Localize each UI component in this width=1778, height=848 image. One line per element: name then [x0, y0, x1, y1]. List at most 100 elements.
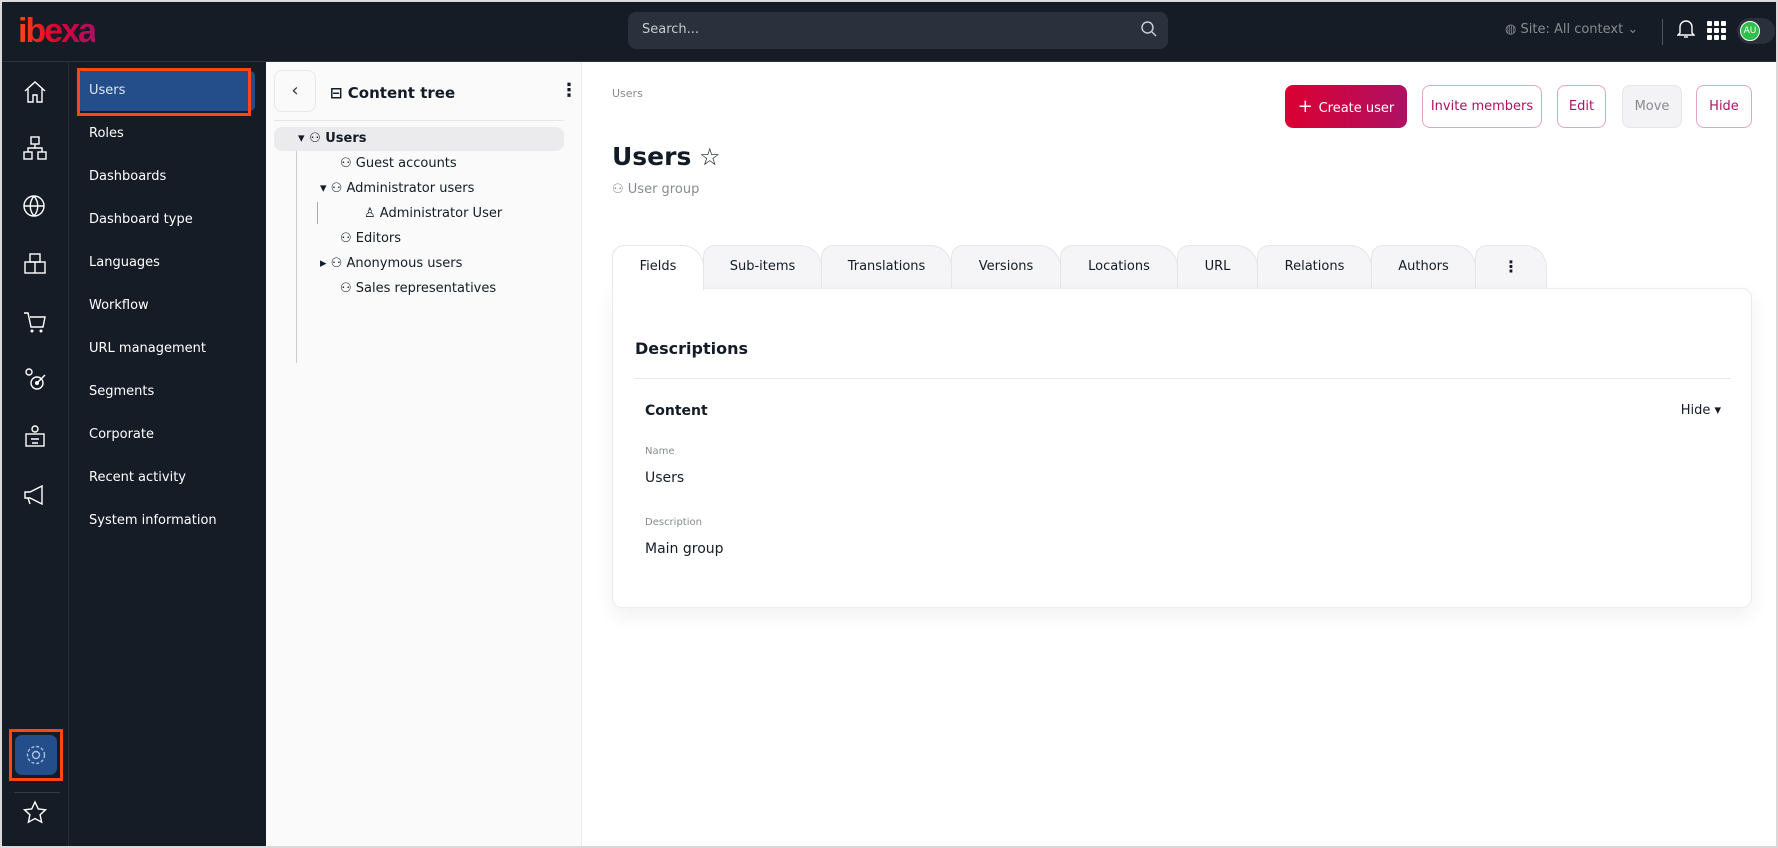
- caret-right-icon[interactable]: ▸: [320, 256, 331, 271]
- chevron-left-icon: ‹: [291, 80, 299, 101]
- tab-sub-items[interactable]: Sub-items: [703, 245, 822, 289]
- tree-guide-line: [317, 202, 318, 224]
- user-group-icon: ⚇: [340, 231, 356, 246]
- tree-node-sales-representatives[interactable]: ⚇ Sales representatives: [340, 277, 496, 301]
- megaphone-icon[interactable]: [20, 480, 50, 510]
- tree-title-text: Content tree: [347, 84, 456, 102]
- menu-item-languages[interactable]: Languages: [89, 255, 160, 270]
- user-group-icon: ⚇: [340, 156, 356, 171]
- user-group-icon: ⚇: [330, 181, 347, 196]
- user-menu[interactable]: AU: [1737, 18, 1775, 44]
- caret-down-icon[interactable]: ▾: [320, 181, 331, 196]
- menu-item-recent-activity[interactable]: Recent activity: [89, 470, 186, 485]
- targeting-icon[interactable]: [20, 365, 50, 395]
- content-type: ⚇ User group: [612, 182, 699, 197]
- section-title: Descriptions: [635, 339, 749, 358]
- toggle-group-button[interactable]: Hide ▾: [1681, 403, 1721, 418]
- move-button[interactable]: Move: [1622, 85, 1682, 128]
- customer-icon[interactable]: [20, 422, 50, 452]
- collapse-tree-button[interactable]: ‹: [274, 70, 316, 112]
- fields-card: Descriptions Content Hide ▾ Name Users D…: [612, 288, 1752, 608]
- globe-icon[interactable]: [20, 192, 50, 222]
- divider: [1662, 19, 1663, 45]
- tree-node-label: Administrator User: [379, 206, 503, 221]
- button-label: Create user: [1318, 101, 1395, 116]
- tab-relations[interactable]: Relations: [1257, 245, 1372, 289]
- divider: [274, 120, 564, 121]
- search-icon[interactable]: [1140, 20, 1158, 38]
- menu-item-dashboards[interactable]: Dashboards: [89, 169, 167, 184]
- menu-item-corporate[interactable]: Corporate: [89, 427, 154, 442]
- tab-versions[interactable]: Versions: [951, 245, 1061, 289]
- edit-button[interactable]: Edit: [1557, 85, 1606, 128]
- star-icon[interactable]: ☆: [691, 143, 721, 171]
- content-type-label: User group: [627, 182, 700, 197]
- breadcrumb[interactable]: Users: [612, 87, 643, 100]
- tree-node-label: Sales representatives: [355, 281, 497, 296]
- top-bar: ibexa Search... ◍ Site: All context ⌄ AU: [2, 2, 1776, 62]
- chevron-down-icon: ⌄: [1623, 22, 1639, 37]
- invite-members-button[interactable]: Invite members: [1422, 85, 1542, 128]
- star-icon[interactable]: [20, 798, 50, 828]
- tree-node-guest-accounts[interactable]: ⚇ Guest accounts: [340, 152, 457, 176]
- tree-node-label: Anonymous users: [346, 256, 463, 271]
- field-value: Users: [645, 470, 685, 486]
- menu-item-segments[interactable]: Segments: [89, 384, 155, 399]
- group-title: Content: [645, 403, 708, 419]
- bell-icon[interactable]: [1677, 19, 1695, 39]
- tree-node-administrator-users[interactable]: ▾ ⚇ Administrator users: [320, 177, 474, 201]
- tree-node-editors[interactable]: ⚇ Editors: [340, 227, 401, 251]
- highlight-box: [9, 729, 63, 781]
- more-tabs-button[interactable]: ⋮: [1475, 245, 1547, 289]
- user-group-icon: ⚇: [340, 281, 356, 296]
- create-user-button[interactable]: + Create user: [1285, 85, 1407, 128]
- search-input[interactable]: Search...: [628, 12, 1168, 49]
- main-content: Users Users ☆ ⚇ User group + Create user…: [582, 62, 1776, 846]
- apps-grid-icon[interactable]: [1707, 21, 1726, 40]
- menu-item-dashboard-type[interactable]: Dashboard type: [89, 212, 193, 227]
- ibexa-logo[interactable]: ibexa: [18, 12, 97, 50]
- user-group-icon: ⚇: [612, 182, 628, 197]
- home-icon[interactable]: [20, 77, 50, 107]
- hide-button[interactable]: Hide: [1696, 85, 1752, 128]
- settings-button[interactable]: [15, 735, 57, 775]
- tab-translations[interactable]: Translations: [821, 245, 952, 289]
- divider: [635, 378, 1731, 379]
- tab-authors[interactable]: Authors: [1371, 245, 1476, 289]
- cart-icon[interactable]: [20, 307, 50, 337]
- caret-down-icon[interactable]: ▾: [298, 131, 310, 146]
- main-navigation-rail: [2, 62, 69, 846]
- field-label: Name: [645, 446, 675, 457]
- user-group-icon: ⚇: [330, 256, 347, 271]
- plus-icon: +: [1297, 96, 1319, 117]
- gear-icon: [26, 745, 46, 765]
- site-context-label: Site: All context: [1520, 22, 1624, 37]
- menu-item-url-management[interactable]: URL management: [89, 341, 207, 356]
- tab-url[interactable]: URL: [1177, 245, 1258, 289]
- catalog-icon[interactable]: [20, 249, 50, 279]
- tree-guide-line: [296, 151, 297, 363]
- tree-node-label: Guest accounts: [355, 156, 457, 171]
- structure-icon[interactable]: [20, 133, 50, 163]
- menu-item-users[interactable]: Users: [77, 71, 255, 111]
- menu-item-workflow[interactable]: Workflow: [89, 298, 149, 313]
- tree-node-label: Editors: [355, 231, 402, 246]
- highlight-box: [77, 68, 251, 116]
- menu-item-roles[interactable]: Roles: [89, 126, 124, 141]
- page-title-text: Users: [612, 142, 692, 171]
- site-context-dropdown[interactable]: ◍ Site: All context ⌄: [1505, 22, 1638, 37]
- tree-node-anonymous-users[interactable]: ▸ ⚇ Anonymous users: [320, 252, 462, 276]
- more-options-icon[interactable]: ⋮: [560, 80, 578, 101]
- menu-item-system-information[interactable]: System information: [89, 513, 217, 528]
- tab-locations[interactable]: Locations: [1060, 245, 1178, 289]
- tree-node-users[interactable]: ▾ ⚇ Users: [274, 127, 564, 151]
- divider: [14, 792, 60, 793]
- tab-fields[interactable]: Fields: [612, 245, 704, 290]
- more-options-icon: ⋮: [1503, 257, 1519, 276]
- user-icon: ♙: [364, 206, 380, 221]
- content-tree-panel: ‹ ⊟ Content tree ⋮ ▾ ⚇ Users ⚇ Guest acc…: [266, 62, 582, 846]
- globe-icon: ◍: [1505, 22, 1521, 37]
- tree-icon: ⊟: [330, 84, 348, 102]
- tree-node-administrator-user[interactable]: ♙ Administrator User: [364, 202, 502, 226]
